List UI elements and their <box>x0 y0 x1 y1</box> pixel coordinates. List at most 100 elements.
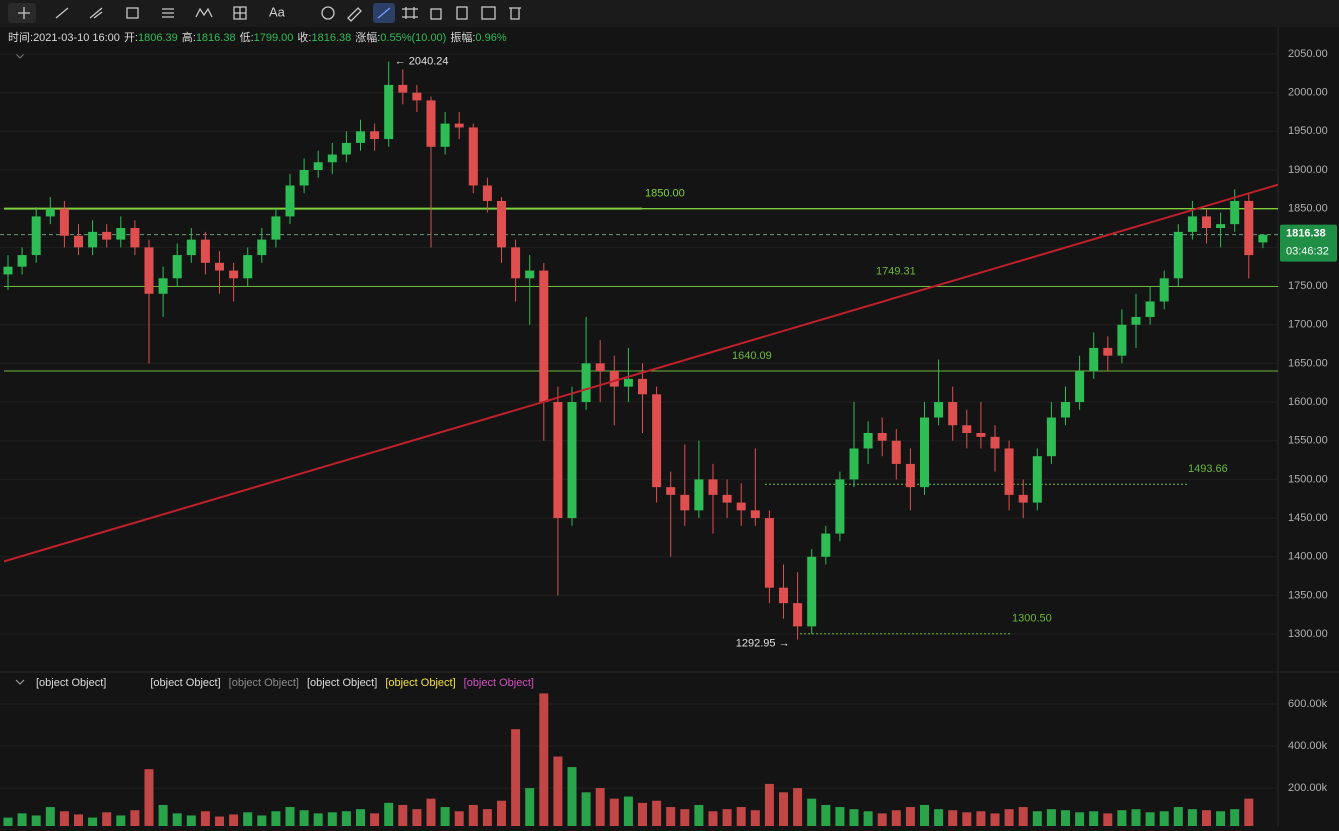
volume-bar <box>934 809 944 826</box>
volume-bar <box>144 769 154 826</box>
candle-body <box>271 216 281 240</box>
header-label: 低: <box>240 31 254 44</box>
header-label: 高: <box>182 30 196 44</box>
volume-bar <box>45 807 55 826</box>
volume-bar <box>88 817 98 826</box>
candle-body <box>920 417 929 488</box>
candle-body <box>497 200 506 248</box>
candle-body <box>877 432 887 441</box>
volume-bar <box>1032 811 1042 826</box>
volume-bar <box>497 800 506 826</box>
header-value: 0.96% <box>475 32 506 44</box>
ruler-tool[interactable] <box>347 7 362 22</box>
delete-tool[interactable] <box>509 7 521 20</box>
candle-body <box>17 255 27 267</box>
volume-bar <box>172 813 182 826</box>
volume-bar <box>553 756 563 826</box>
volume-bar <box>1244 798 1254 826</box>
candle-body <box>1032 456 1042 503</box>
channel-tool[interactable] <box>89 7 103 19</box>
candle-body <box>891 440 901 464</box>
candle-body <box>1018 494 1028 503</box>
volume-bar <box>609 798 619 826</box>
volume-bar <box>736 807 746 826</box>
trendline <box>3 183 1278 563</box>
candle-body <box>1159 278 1169 302</box>
y-tick-label: 1750.00 <box>1288 280 1328 292</box>
candle-body <box>243 255 253 279</box>
y-tick-label: 1400.00 <box>1288 551 1328 563</box>
volume-bar <box>74 814 83 826</box>
candle-body <box>1061 402 1070 418</box>
volume-bar <box>511 729 521 826</box>
icon-tool[interactable] <box>321 6 335 20</box>
candle-body <box>849 448 859 480</box>
screenshot-tool[interactable] <box>481 6 496 20</box>
candle-body <box>807 556 817 627</box>
volume-bar <box>440 807 450 826</box>
candle-body <box>454 123 464 128</box>
hide-tool[interactable] <box>430 8 442 20</box>
pattern-tool[interactable] <box>195 7 213 18</box>
copy-tool[interactable] <box>456 6 468 20</box>
magnet-icon <box>377 7 391 19</box>
candle-body <box>1075 371 1085 403</box>
text-tool[interactable]: Aa <box>269 4 286 19</box>
lock-tool[interactable] <box>402 7 418 19</box>
y-tick-label: 1500.00 <box>1288 473 1328 485</box>
volume-header-item: [object Object] <box>36 677 106 689</box>
volume-bar <box>581 792 591 826</box>
fib-tool[interactable] <box>162 8 174 18</box>
volume-bar <box>285 807 295 826</box>
candle-body <box>440 123 450 147</box>
volume-tick-label: 400.00k <box>1288 740 1328 752</box>
countdown-label: 03:46:32 <box>1286 246 1329 258</box>
candle-body <box>793 603 803 627</box>
volume-bar <box>1103 813 1113 826</box>
header-label: 开: <box>124 32 138 44</box>
candle-body <box>1230 200 1240 225</box>
volume-bar <box>976 811 986 826</box>
line-tool[interactable] <box>55 7 69 19</box>
candle-body <box>905 463 915 488</box>
shape-tool[interactable] <box>126 7 139 19</box>
header-value: 1816.38 <box>311 32 351 44</box>
candle-body <box>384 84 394 140</box>
volume-bar <box>567 767 577 826</box>
volume-bar <box>948 810 958 826</box>
volume-bar <box>384 802 394 826</box>
volume-bar <box>849 809 859 826</box>
candle-body <box>3 266 13 275</box>
volume-tick-label: 600.00k <box>1288 698 1328 710</box>
collapse-icon <box>15 53 25 59</box>
candle-body <box>694 479 704 511</box>
header-value: 2021-03-10 16:00 <box>33 32 120 44</box>
header-label: 收: <box>297 30 311 44</box>
header-value: 1799.00 <box>254 32 294 44</box>
candle-body <box>130 228 140 248</box>
measure-tool[interactable] <box>233 6 247 20</box>
y-tick-label: 1550.00 <box>1288 435 1328 447</box>
volume-bar <box>793 788 803 826</box>
candle-body <box>158 278 168 294</box>
candle-body <box>863 432 873 449</box>
volume-bar <box>638 802 647 826</box>
volume-bar <box>31 815 41 826</box>
volume-bar <box>1089 811 1099 826</box>
volume-bar <box>1075 812 1085 826</box>
volume-bar <box>17 813 27 826</box>
price-badge-label: 1816.38 <box>1286 228 1326 240</box>
y-tick-label: 2000.00 <box>1288 87 1328 99</box>
volume-collapse[interactable] <box>15 679 25 685</box>
volume-bar <box>525 788 535 826</box>
volume-bar <box>652 800 662 826</box>
volume-bar <box>1145 812 1155 826</box>
volume-bar <box>920 804 929 826</box>
volume-bar <box>1117 810 1127 826</box>
volume-bar <box>1202 810 1211 826</box>
candle-body <box>652 394 662 488</box>
volume-bar <box>1159 811 1169 826</box>
volume-bar <box>1173 807 1183 826</box>
candle-body <box>821 533 831 557</box>
